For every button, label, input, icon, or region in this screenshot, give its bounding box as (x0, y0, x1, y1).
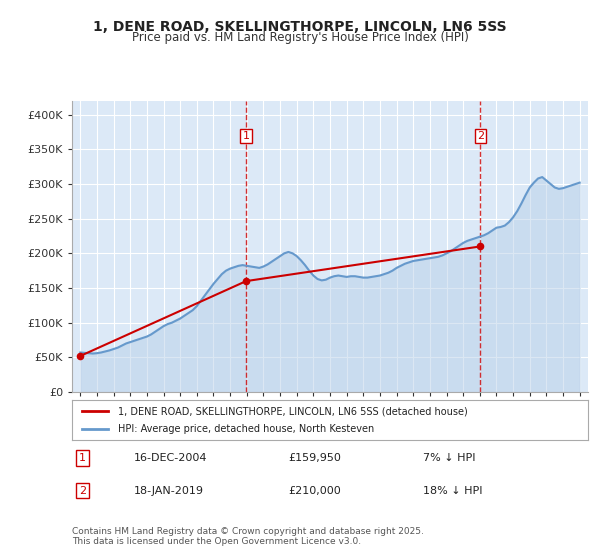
Text: 16-DEC-2004: 16-DEC-2004 (134, 453, 208, 463)
Text: 1, DENE ROAD, SKELLINGTHORPE, LINCOLN, LN6 5SS (detached house): 1, DENE ROAD, SKELLINGTHORPE, LINCOLN, L… (118, 407, 468, 417)
Text: Contains HM Land Registry data © Crown copyright and database right 2025.
This d: Contains HM Land Registry data © Crown c… (72, 526, 424, 546)
Text: 1: 1 (242, 130, 250, 141)
Text: £210,000: £210,000 (289, 486, 341, 496)
Text: £159,950: £159,950 (289, 453, 341, 463)
Text: 2: 2 (477, 130, 484, 141)
Text: HPI: Average price, detached house, North Kesteven: HPI: Average price, detached house, Nort… (118, 423, 374, 433)
Point (241, 277, 251, 286)
Text: 18% ↓ HPI: 18% ↓ HPI (423, 486, 482, 496)
Text: 2: 2 (79, 486, 86, 496)
Text: 18-JAN-2019: 18-JAN-2019 (134, 486, 204, 496)
Text: Price paid vs. HM Land Registry's House Price Index (HPI): Price paid vs. HM Land Registry's House … (131, 31, 469, 44)
Point (76, 352, 85, 361)
Text: 1, DENE ROAD, SKELLINGTHORPE, LINCOLN, LN6 5SS: 1, DENE ROAD, SKELLINGTHORPE, LINCOLN, L… (93, 20, 507, 34)
Text: 1: 1 (79, 453, 86, 463)
Point (476, 242, 485, 251)
Text: 7% ↓ HPI: 7% ↓ HPI (423, 453, 475, 463)
